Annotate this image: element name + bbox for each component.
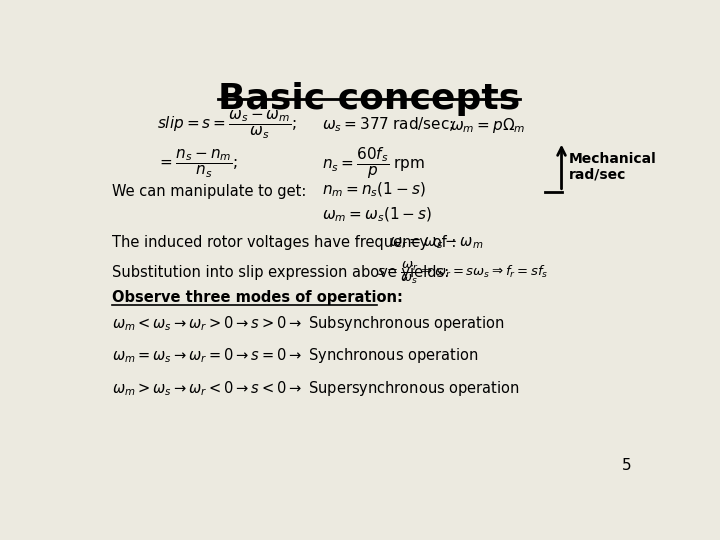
Text: rad/sec: rad/sec bbox=[569, 167, 626, 181]
Text: The induced rotor voltages have frequency of :: The induced rotor voltages have frequenc… bbox=[112, 235, 456, 250]
Text: Observe three modes of operation:: Observe three modes of operation: bbox=[112, 290, 403, 305]
Text: Basic concepts: Basic concepts bbox=[218, 82, 520, 116]
Text: $n_s = \dfrac{60f_s}{p}\;\mathrm{rpm}$: $n_s = \dfrac{60f_s}{p}\;\mathrm{rpm}$ bbox=[322, 146, 424, 181]
Text: $\omega_m < \omega_s \rightarrow \omega_r > 0 \rightarrow s > 0 \rightarrow$ Sub: $\omega_m < \omega_s \rightarrow \omega_… bbox=[112, 314, 505, 333]
Text: $slip = s = \dfrac{\omega_s - \omega_m}{\omega_s}$;: $slip = s = \dfrac{\omega_s - \omega_m}{… bbox=[157, 109, 297, 141]
Text: $n_m = n_s(1-s)$: $n_m = n_s(1-s)$ bbox=[322, 180, 426, 199]
Text: $\omega_s = 377\;\mathrm{rad/sec}$;: $\omega_s = 377\;\mathrm{rad/sec}$; bbox=[322, 116, 454, 134]
Text: $\omega_r = \omega_s - \omega_m$: $\omega_r = \omega_s - \omega_m$ bbox=[389, 235, 483, 251]
Text: Substitution into slip expression above yields:: Substitution into slip expression above … bbox=[112, 265, 449, 280]
Text: $\omega_m = \omega_s \rightarrow \omega_r = 0 \rightarrow s = 0 \rightarrow$ Syn: $\omega_m = \omega_s \rightarrow \omega_… bbox=[112, 346, 479, 366]
Text: 5: 5 bbox=[621, 458, 631, 473]
Text: $\omega_m = \omega_s(1-s)$: $\omega_m = \omega_s(1-s)$ bbox=[322, 205, 431, 224]
Text: $\omega_m > \omega_s \rightarrow \omega_r < 0 \rightarrow s < 0 \rightarrow$ Sup: $\omega_m > \omega_s \rightarrow \omega_… bbox=[112, 379, 520, 398]
Text: $s = \dfrac{\omega_r}{\omega_s} \Rightarrow \omega_r = s\omega_s \Rightarrow f_r: $s = \dfrac{\omega_r}{\omega_s} \Rightar… bbox=[377, 260, 549, 286]
Text: $\omega_m = p\Omega_m$: $\omega_m = p\Omega_m$ bbox=[450, 116, 526, 134]
Text: We can manipulate to get:: We can manipulate to get: bbox=[112, 184, 307, 199]
Text: Mechanical: Mechanical bbox=[569, 152, 657, 166]
Text: $= \dfrac{n_s - n_m}{n_s}$;: $= \dfrac{n_s - n_m}{n_s}$; bbox=[157, 147, 238, 180]
